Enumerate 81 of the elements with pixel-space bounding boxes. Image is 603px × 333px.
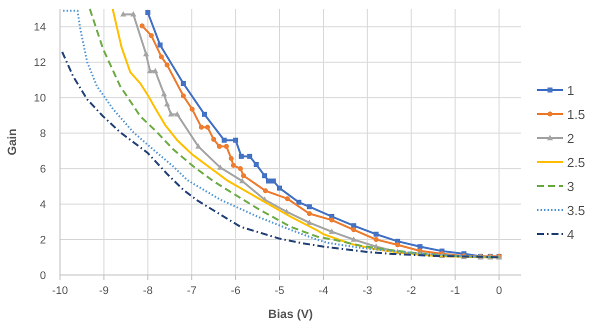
point — [374, 232, 379, 237]
point — [418, 244, 423, 250]
point — [247, 154, 252, 159]
point — [241, 173, 246, 178]
y-tick-label: 10 — [34, 92, 46, 105]
x-tick-label: -4 — [318, 285, 328, 297]
legend-label: 3.5 — [567, 203, 586, 218]
point — [180, 80, 186, 86]
x-tick-label: -5 — [274, 285, 284, 297]
legend-label: 4 — [567, 227, 574, 242]
point — [238, 166, 243, 172]
x-tick-label: -1 — [450, 285, 460, 297]
point — [120, 11, 126, 17]
point — [190, 106, 195, 112]
point — [262, 188, 268, 194]
point — [374, 237, 379, 242]
point — [222, 138, 227, 143]
point — [147, 68, 154, 74]
legend-label: 3 — [567, 179, 574, 194]
point — [306, 204, 312, 210]
point — [152, 68, 158, 74]
y-tick-label: 14 — [34, 22, 46, 34]
point — [180, 93, 186, 98]
point — [328, 228, 335, 234]
point — [145, 10, 150, 16]
y-axis-title: Gain — [5, 128, 19, 156]
point — [216, 144, 222, 149]
legend-label: 2.5 — [567, 155, 586, 170]
point — [130, 11, 136, 17]
y-tick-label: 12 — [34, 57, 46, 70]
point — [277, 186, 282, 191]
x-tick-label: 0 — [496, 285, 502, 297]
point — [164, 62, 170, 68]
point — [233, 138, 238, 143]
x-tick-label: -3 — [362, 285, 372, 297]
point — [230, 162, 236, 168]
point — [351, 223, 356, 228]
point — [296, 200, 302, 205]
point — [174, 111, 180, 117]
x-axis-title: Bias (V) — [268, 307, 313, 321]
x-tick-label: -8 — [142, 285, 153, 297]
point — [351, 227, 356, 232]
point — [228, 156, 234, 161]
y-tick-label: 8 — [40, 128, 46, 140]
point — [254, 162, 259, 168]
point — [211, 136, 216, 142]
point — [395, 242, 400, 248]
legend-label: 1.5 — [567, 107, 586, 122]
legend-label: 2 — [567, 131, 574, 146]
y-tick-label: 4 — [40, 199, 46, 212]
point — [306, 211, 312, 216]
point — [350, 236, 357, 242]
point — [262, 173, 268, 178]
line-series — [61, 50, 500, 258]
point — [224, 144, 229, 149]
point — [284, 196, 290, 202]
x-tick-label: -7 — [186, 285, 197, 297]
point — [205, 124, 210, 130]
point — [148, 33, 154, 38]
point — [164, 101, 170, 106]
point — [195, 143, 202, 149]
point — [202, 112, 207, 117]
y-tick-label: 0 — [40, 270, 46, 282]
point — [238, 154, 244, 159]
y-tick-label: 6 — [40, 164, 46, 176]
point — [158, 54, 164, 60]
point — [140, 23, 145, 28]
point — [198, 124, 204, 130]
x-tick-label: -10 — [52, 285, 68, 297]
point — [270, 178, 276, 184]
point — [266, 178, 272, 184]
point — [143, 50, 150, 56]
point — [168, 111, 174, 117]
x-tick-label: -6 — [230, 285, 241, 297]
x-tick-label: -2 — [406, 285, 416, 297]
x-tick-label: -9 — [99, 285, 109, 297]
point — [158, 42, 163, 48]
legend-label: 1 — [567, 83, 574, 98]
point — [161, 90, 168, 96]
point — [329, 218, 334, 223]
y-tick-label: 2 — [40, 234, 46, 247]
